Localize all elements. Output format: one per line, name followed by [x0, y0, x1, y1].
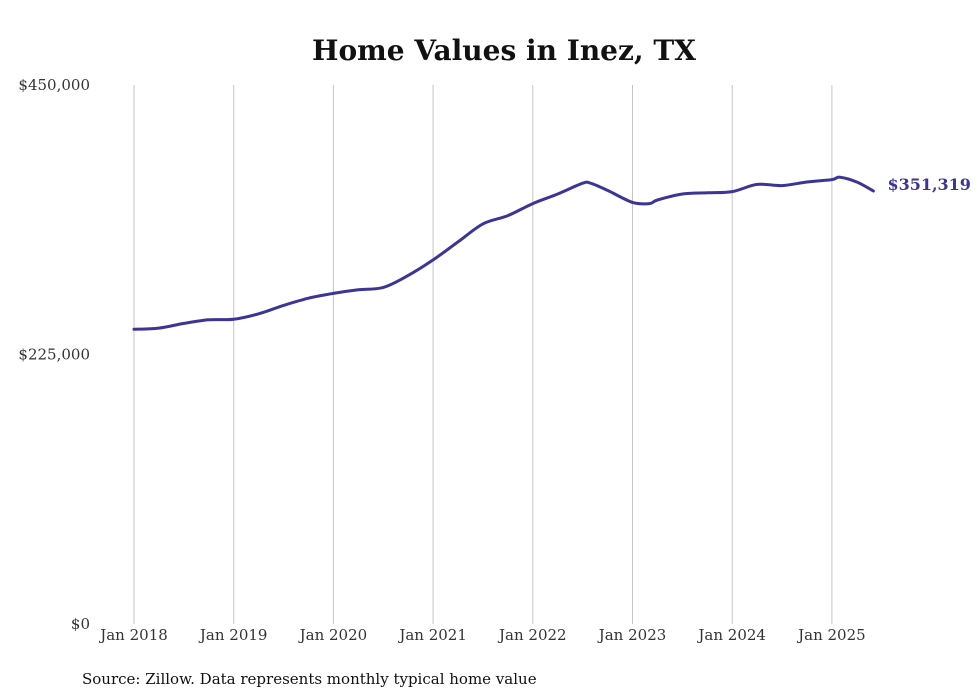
- x-tick-label: Jan 2022: [497, 626, 567, 644]
- x-tick-label: Jan 2019: [198, 626, 268, 644]
- x-tick-label: Jan 2021: [397, 626, 467, 644]
- series-line: [132, 175, 875, 331]
- y-tick-label: $450,000: [18, 76, 90, 94]
- x-tick-label: Jan 2023: [597, 626, 667, 644]
- x-axis-ticks: Jan 2018 Jan 2019 Jan 2020 Jan 2021 Jan 2022…: [98, 626, 865, 644]
- source-note: Source: Zillow. Data represents monthly …: [82, 670, 537, 688]
- gridlines: [133, 85, 833, 624]
- y-tick-label: $0: [71, 615, 90, 633]
- x-tick-label: Jan 2025: [796, 626, 866, 644]
- x-tick-label: Jan 2018: [98, 626, 168, 644]
- y-axis-ticks: $0 $225,000 $450,000: [18, 76, 90, 633]
- y-tick-label: $225,000: [18, 346, 90, 364]
- x-tick-label: Jan 2020: [298, 626, 368, 644]
- x-tick-label: Jan 2024: [696, 626, 766, 644]
- chart-title: Home Values in Inez, TX: [312, 34, 696, 67]
- end-value-label: $351,319: [887, 175, 971, 194]
